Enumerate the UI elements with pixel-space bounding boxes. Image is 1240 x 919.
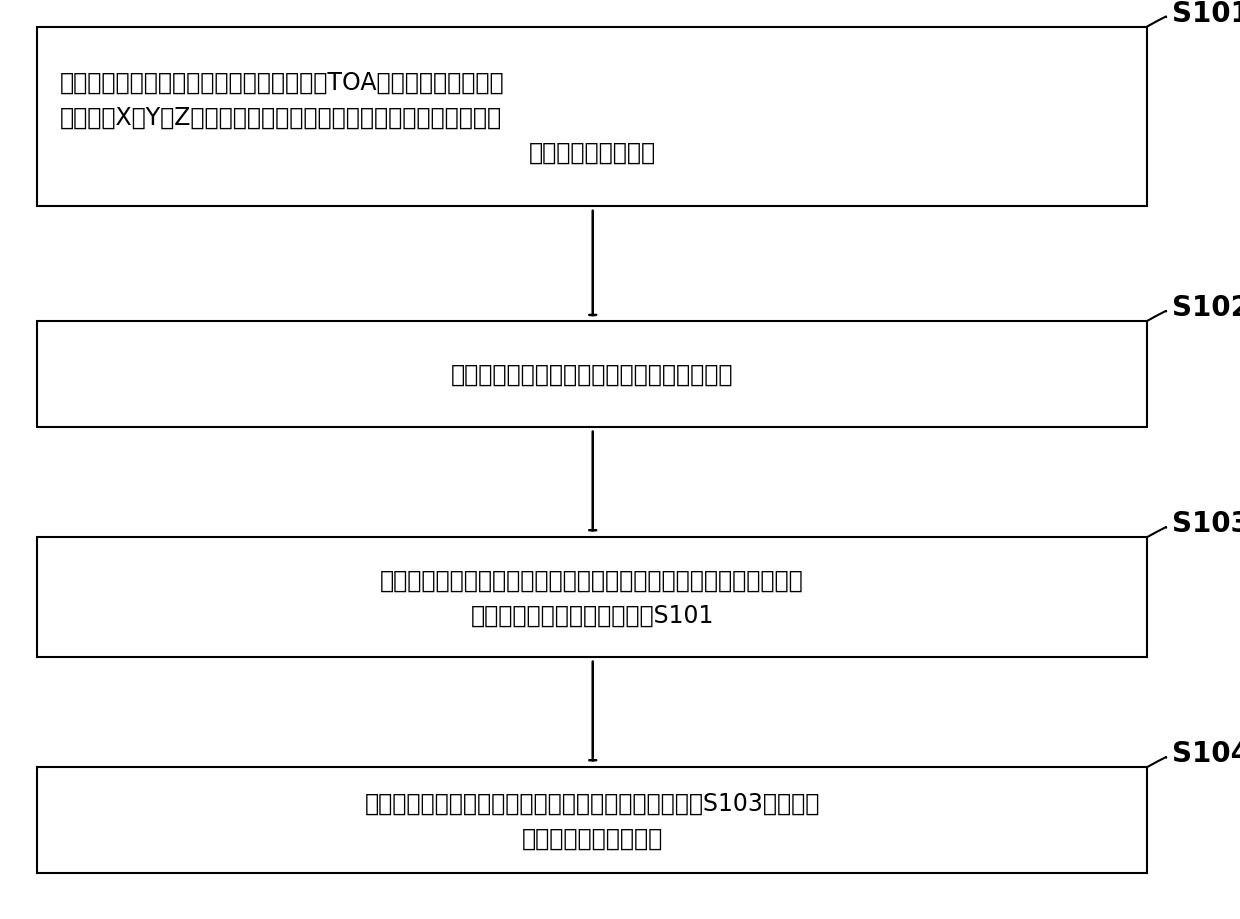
Text: 计算目标终端坐标距离与测量距离的平均误差: 计算目标终端坐标距离与测量距离的平均误差 xyxy=(451,362,733,387)
Text: 则则固定距离修正系数，返回S101: 则则固定距离修正系数，返回S101 xyxy=(470,603,714,627)
Text: S103: S103 xyxy=(1172,510,1240,538)
Text: S101: S101 xyxy=(1172,0,1240,28)
Text: 出最终的坐标定位信息: 出最终的坐标定位信息 xyxy=(522,825,662,850)
Text: 每个基站的坐标距离: 每个基站的坐标距离 xyxy=(528,140,656,165)
Bar xyxy=(37,767,1147,873)
Text: 量数据对X、Y、Z轴的坐标进行加权处理，然后计算这个目标终端到: 量数据对X、Y、Z轴的坐标进行加权处理，然后计算这个目标终端到 xyxy=(60,105,501,130)
Bar xyxy=(37,322,1147,427)
Bar xyxy=(37,28,1147,207)
Text: S102: S102 xyxy=(1172,294,1240,322)
Text: S104: S104 xyxy=(1172,740,1240,767)
Text: 根据平均误差来判断是否继续修正测量距离，否则返回继续加权，是: 根据平均误差来判断是否继续修正测量距离，否则返回继续加权，是 xyxy=(381,568,804,592)
Bar xyxy=(37,538,1147,657)
Text: 根据平均误差来判断是否继续修正坐标信息，否则返回S103，是则输: 根据平均误差来判断是否继续修正坐标信息，否则返回S103，是则输 xyxy=(365,790,820,815)
Text: 根据读入的基站坐标以及目标终端与基站的TOA（信号到达时间）测: 根据读入的基站坐标以及目标终端与基站的TOA（信号到达时间）测 xyxy=(60,70,503,95)
